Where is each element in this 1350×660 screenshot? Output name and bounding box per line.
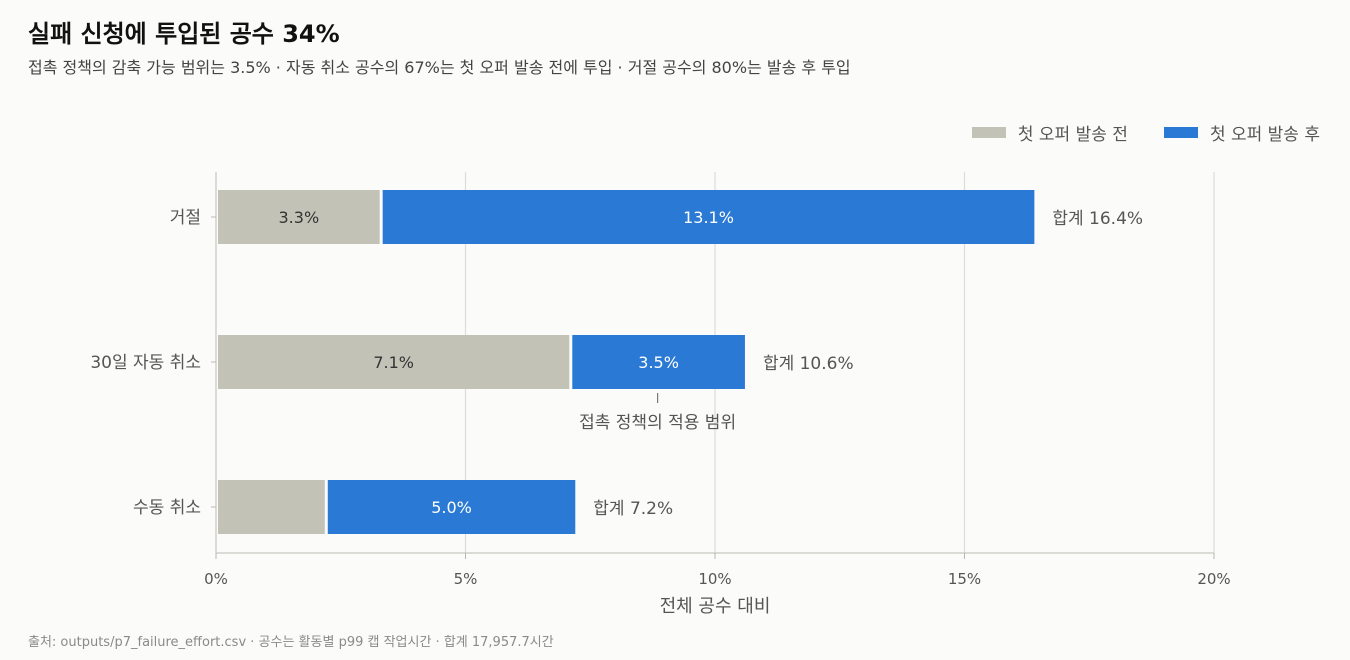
category-label: 거절 xyxy=(170,208,201,228)
chart-legend: 첫 오퍼 발송 전 첫 오퍼 발송 후 xyxy=(971,120,1320,145)
total-label: 합계 10.6% xyxy=(763,354,854,374)
annotation-text: 접촉 정책의 적용 범위 xyxy=(579,413,736,433)
bar-data-label: 7.1% xyxy=(373,353,414,372)
legend-item-before: 첫 오퍼 발송 전 xyxy=(971,120,1128,145)
bar-data-label: 3.5% xyxy=(638,353,679,372)
bar-segment xyxy=(218,190,380,244)
bar-segment xyxy=(218,335,570,389)
bar-segment xyxy=(327,480,576,534)
legend-label-after: 첫 오퍼 발송 후 xyxy=(1209,125,1320,145)
category-label: 수동 취소 xyxy=(133,498,201,518)
bar-data-label: 3.3% xyxy=(279,208,320,227)
chart-subtitle: 접촉 정책의 감축 가능 범위는 3.5% · 자동 취소 공수의 67%는 첫… xyxy=(28,58,851,77)
legend-swatch-before xyxy=(971,127,1006,138)
total-label: 합계 16.4% xyxy=(1052,209,1143,229)
x-axis-title: 전체 공수 대비 xyxy=(660,596,771,617)
chart-title: 실패 신청에 투입된 공수 34% xyxy=(28,20,340,48)
bar-segment xyxy=(572,335,745,389)
bar-data-label: 5.0% xyxy=(431,498,472,517)
x-tick-label: 0% xyxy=(204,570,228,588)
legend-swatch-after xyxy=(1163,127,1198,138)
legend-label-before: 첫 오퍼 발송 전 xyxy=(1017,125,1128,145)
total-label: 합계 7.2% xyxy=(593,499,673,519)
legend-item-after: 첫 오퍼 발송 후 xyxy=(1163,120,1320,145)
bar-segment xyxy=(382,190,1035,244)
bar-data-label: 13.1% xyxy=(683,208,734,227)
x-tick-label: 15% xyxy=(948,570,981,588)
x-tick-label: 5% xyxy=(454,570,478,588)
bar-segment xyxy=(218,480,325,534)
x-tick-label: 10% xyxy=(698,570,731,588)
x-tick-label: 20% xyxy=(1197,570,1230,588)
category-label: 30일 자동 취소 xyxy=(90,353,201,373)
source-note: 출처: outputs/p7_failure_effort.csv · 공수는 … xyxy=(28,635,554,650)
